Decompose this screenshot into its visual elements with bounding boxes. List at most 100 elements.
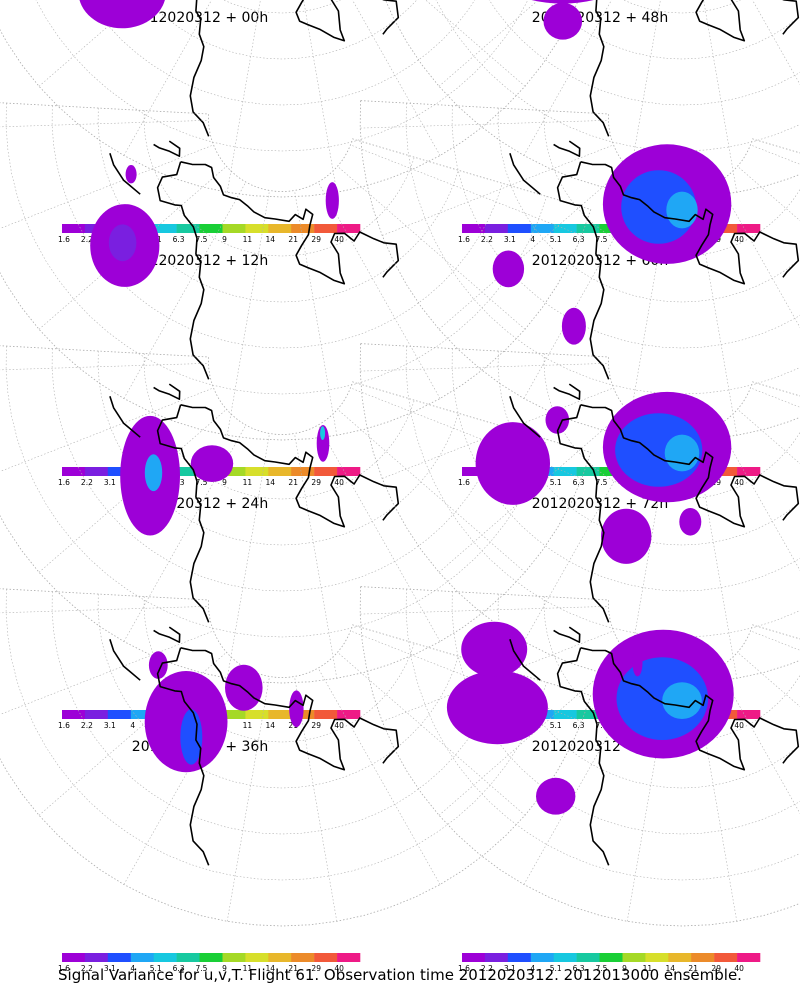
meridian-line <box>438 409 627 573</box>
colorbar-swatch <box>84 467 109 476</box>
meridian-line <box>737 409 800 465</box>
colorbar-tick-label: 29 <box>311 721 321 730</box>
colorbar-tick-label: 7.5 <box>196 478 208 487</box>
variance-region <box>662 682 702 719</box>
parallel-line <box>5 103 547 395</box>
parallel-line <box>405 346 800 638</box>
colorbar-swatch <box>291 953 315 962</box>
colorbar-tick-label: 21 <box>688 964 698 973</box>
colorbar-swatch <box>107 953 131 962</box>
coastline <box>553 626 581 644</box>
variance-region <box>545 406 570 434</box>
colorbar-swatch <box>62 953 86 962</box>
colorbar-tick-label: 3.1 <box>504 235 516 244</box>
colorbar-tick-label: 1.6 <box>58 235 70 244</box>
colorbar-swatch <box>337 467 361 476</box>
colorbar-swatch <box>507 953 531 962</box>
coastline <box>553 140 581 157</box>
colorbar-swatch <box>737 710 761 719</box>
map-boundary <box>0 588 592 927</box>
coastline <box>180 161 400 285</box>
meridian-line <box>750 387 800 408</box>
colorbar-swatch <box>245 710 269 719</box>
meridian-line <box>425 0 526 87</box>
variance-region <box>190 445 234 482</box>
colorbar-tick-label: 40 <box>334 235 344 244</box>
colorbar-tick-label: 7.5 <box>196 235 208 244</box>
meridian-line <box>38 409 227 573</box>
colorbar-swatch <box>462 224 486 233</box>
colorbar-swatch <box>599 953 623 962</box>
parallel-line <box>51 348 503 592</box>
colorbar-tick-label: 4 <box>530 964 535 973</box>
parallel-line <box>143 110 415 257</box>
variance-region <box>144 454 163 492</box>
variance-region <box>79 0 165 29</box>
coastline <box>156 647 210 866</box>
colorbar-swatch <box>576 224 600 233</box>
colorbar-swatch <box>737 224 761 233</box>
colorbar-swatch <box>714 224 738 233</box>
colorbar-tick-label: 14 <box>266 964 276 973</box>
meridian-line <box>350 144 582 236</box>
map-panel: 2012020312 + 72h1.62.23.145.16.37.591114… <box>359 343 800 730</box>
colorbar-swatch <box>222 224 246 233</box>
colorbar-tick-label: 3.1 <box>104 964 116 973</box>
variance-region <box>316 425 330 462</box>
colorbar-swatch <box>622 953 646 962</box>
colorbar-tick-label: 21 <box>288 721 298 730</box>
colorbar-swatch <box>199 224 223 233</box>
coastline <box>509 153 541 195</box>
colorbar-tick-label: 7.5 <box>596 478 608 487</box>
colorbar-tick-label: 11 <box>243 721 253 730</box>
colorbar-tick-label: 6.3 <box>573 964 585 973</box>
map-panel: 2012020312 + 60h1.62.23.145.16.37.591114… <box>359 100 800 487</box>
colorbar-tick-label: 29 <box>711 964 721 973</box>
meridian-line <box>317 181 441 399</box>
parallel-line <box>51 591 503 835</box>
variance-region <box>543 2 583 40</box>
colorbar-swatch <box>176 224 200 233</box>
colorbar-tick-label: 5.1 <box>550 235 562 244</box>
meridian-line <box>0 363 209 371</box>
colorbar-swatch <box>462 467 486 476</box>
coastline <box>580 161 800 285</box>
parallel-line <box>497 107 800 303</box>
coastline <box>580 404 800 528</box>
meridian-line <box>226 433 270 679</box>
colorbar-tick-label: 14 <box>666 964 676 973</box>
meridian-line <box>750 630 800 651</box>
colorbar-swatch <box>245 467 269 476</box>
colorbar-tick-label: 21 <box>288 964 298 973</box>
colorbar-swatch <box>222 953 246 962</box>
parallel-line <box>97 350 459 546</box>
meridian-line <box>226 676 270 922</box>
colorbar-tick-label: 3.1 <box>104 478 116 487</box>
parallel-line <box>405 103 800 395</box>
variance-region <box>536 777 576 815</box>
colorbar-swatch <box>737 953 761 962</box>
colorbar-tick-label: 11 <box>243 964 253 973</box>
coastline <box>580 647 800 771</box>
variance-region <box>108 224 137 262</box>
colorbar-swatch <box>714 953 738 962</box>
colorbar-tick-label: 11 <box>243 235 253 244</box>
colorbar-tick-label: 21 <box>288 478 298 487</box>
meridian-line <box>226 190 270 436</box>
colorbar-tick-label: 1.6 <box>458 235 470 244</box>
parallel-line <box>622 0 742 14</box>
colorbar-swatch <box>176 953 200 962</box>
colorbar-swatch <box>645 953 669 962</box>
colorbar-swatch <box>314 953 338 962</box>
meridian-line <box>226 0 261 193</box>
colorbar-swatch <box>737 467 761 476</box>
parallel-line <box>88 0 476 106</box>
coastline <box>509 396 541 438</box>
meridian-line <box>350 630 582 722</box>
coastline <box>189 0 210 137</box>
variance-region <box>320 426 326 440</box>
coastline <box>109 639 141 681</box>
meridian-line <box>737 166 800 222</box>
colorbar: 1.6 2.2 3.1 4 5.1 6.3 7.5 9 11 14 21 29 40 <box>458 953 761 973</box>
colorbar-tick-label: 5.1 <box>550 964 562 973</box>
